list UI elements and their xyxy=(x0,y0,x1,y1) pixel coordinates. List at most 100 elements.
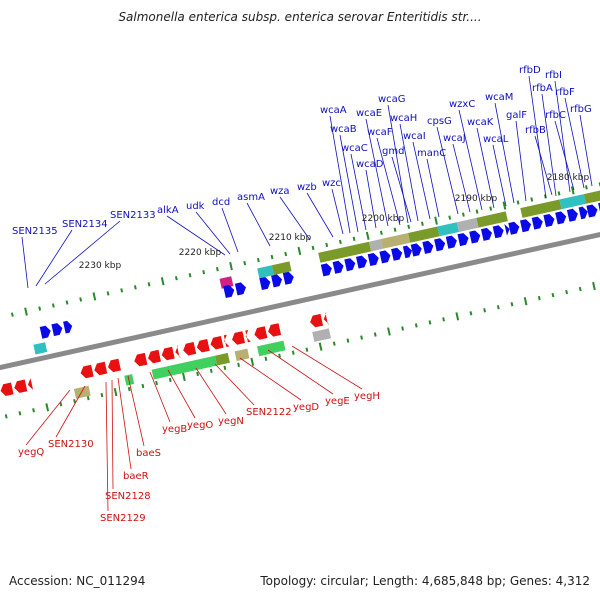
forward-scale-tick xyxy=(120,288,124,293)
forward-scale-tick xyxy=(174,276,178,281)
forward-gene-label: wza xyxy=(270,186,290,197)
forward-scale-tick xyxy=(434,216,438,225)
scale-tick-label: 2210 kbp xyxy=(269,233,312,243)
forward-gene-leader xyxy=(166,215,226,256)
reverse-cog-block xyxy=(151,355,218,380)
forward-gene-arrow xyxy=(51,323,63,337)
forward-gene-leader xyxy=(279,196,311,241)
reverse-scale-tick xyxy=(592,281,596,291)
reverse-scale-tick xyxy=(4,414,8,419)
forward-gene-arrow xyxy=(434,238,446,252)
scale-tick-label: 2200 kbp xyxy=(362,214,405,224)
forward-scale-tick xyxy=(448,215,452,220)
reverse-scale-tick xyxy=(237,362,240,368)
reverse-gene-label: SEN2128 xyxy=(105,491,151,502)
forward-scale-tick xyxy=(10,312,14,317)
forward-gene-leader xyxy=(492,144,507,207)
reverse-scale-tick xyxy=(483,308,487,313)
reverse-scale-tick xyxy=(318,342,323,351)
forward-gene-leader xyxy=(554,120,575,191)
forward-gene-arrow xyxy=(271,274,283,288)
reverse-gene-label: SEN2129 xyxy=(100,513,146,524)
forward-gene-arrow xyxy=(391,247,403,261)
reverse-cog-block xyxy=(73,385,91,399)
reverse-gene-arrow xyxy=(223,334,230,347)
scale-tick-label: 2190 kbp xyxy=(455,194,498,204)
forward-gene-arrow xyxy=(63,320,73,334)
scale-tick-label: 2230 kbp xyxy=(79,261,122,271)
forward-gene-arrow xyxy=(445,235,457,249)
reverse-scale-tick xyxy=(565,289,569,295)
forward-scale-tick xyxy=(215,266,219,272)
forward-scale-tick xyxy=(393,227,397,232)
forward-gene-arrow xyxy=(586,204,598,218)
forward-gene-label: wcaE xyxy=(356,108,382,119)
reverse-scale-tick xyxy=(496,305,500,310)
forward-gene-label: wcaI xyxy=(403,131,426,142)
forward-gene-arrow xyxy=(259,277,271,290)
forward-gene-label: wcaA xyxy=(320,105,347,116)
forward-scale-tick xyxy=(92,292,97,301)
forward-gene-arrow xyxy=(344,258,356,272)
forward-cog-block xyxy=(476,211,508,228)
forward-scale-tick xyxy=(475,209,479,214)
reverse-gene-label: yegE xyxy=(325,396,350,407)
forward-gene-label: rfbB xyxy=(525,125,546,136)
forward-gene-leader xyxy=(534,135,553,196)
forward-gene-arrow xyxy=(39,325,51,339)
forward-scale-tick xyxy=(502,201,507,210)
forward-scale-tick xyxy=(584,185,588,190)
forward-gene-leader xyxy=(528,75,547,199)
reverse-gene-label: yegD xyxy=(293,402,319,413)
forward-scale-tick xyxy=(365,231,370,240)
forward-scale-tick xyxy=(24,307,28,316)
reverse-gene-leader xyxy=(127,375,145,447)
reverse-scale-tick xyxy=(73,399,76,404)
forward-gene-label: manC xyxy=(417,148,446,159)
reverse-gene-arrow xyxy=(148,349,161,364)
forward-gene-leader xyxy=(365,118,389,227)
reverse-gene-label: SEN2130 xyxy=(48,439,94,450)
forward-scale-tick xyxy=(461,212,465,217)
forward-gene-leader xyxy=(44,220,121,285)
forward-gene-leader xyxy=(35,229,73,287)
reverse-gene-leader xyxy=(267,349,334,395)
forward-gene-arrow xyxy=(402,245,412,259)
forward-gene-arrow xyxy=(320,263,332,277)
forward-gene-label: wcaG xyxy=(378,94,406,105)
reverse-scale-tick xyxy=(18,411,22,416)
reverse-gene-leader xyxy=(167,369,196,419)
forward-scale-tick xyxy=(270,254,274,260)
reverse-gene-arrow xyxy=(210,336,224,350)
forward-cog-block xyxy=(318,241,372,263)
forward-gene-leader xyxy=(376,137,401,226)
forward-gene-label: rfbG xyxy=(570,104,592,115)
reverse-gene-leader xyxy=(117,377,132,470)
forward-gene-arrow xyxy=(504,224,510,236)
forward-gene-leader xyxy=(399,123,419,222)
forward-gene-label: udk xyxy=(186,201,205,212)
reverse-scale-tick xyxy=(182,372,186,382)
accession-text: Accession: NC_011294 xyxy=(9,574,146,588)
reverse-cog-block xyxy=(257,340,286,357)
forward-gene-leader xyxy=(306,192,334,238)
forward-gene-label: rfbF xyxy=(555,87,575,98)
forward-gene-arrow xyxy=(481,227,492,241)
forward-scale-tick xyxy=(379,230,383,235)
forward-scale-tick xyxy=(79,297,83,302)
forward-cog-block xyxy=(271,261,292,275)
map-title: Salmonella enterica subsp. enterica sero… xyxy=(118,10,482,24)
forward-gene-label: SEN2135 xyxy=(12,226,58,237)
forward-gene-label: wzxC xyxy=(449,99,475,110)
reverse-scale-tick xyxy=(414,323,418,328)
reverse-gene-leader xyxy=(25,389,71,446)
forward-gene-arrow xyxy=(469,230,481,244)
forward-gene-label: wcaC xyxy=(341,143,368,154)
forward-gene-arrow xyxy=(234,282,246,296)
reverse-gene-arrow xyxy=(310,313,324,328)
forward-gene-arrow xyxy=(543,214,555,227)
forward-cog-block xyxy=(369,239,383,252)
reverse-scale-tick xyxy=(86,395,90,401)
forward-gene-label: wcaB xyxy=(330,124,357,135)
